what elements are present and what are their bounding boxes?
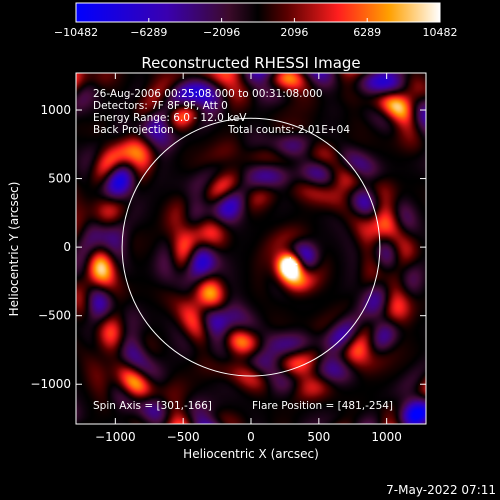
- y-axis-label: Heliocentric Y (arcsec): [7, 182, 21, 317]
- axis-ticks: −1000 −500 0 500 1000 −1000 −500 0 500 1000: [30, 73, 426, 444]
- colorbar-tick-label: 2096: [280, 26, 308, 39]
- annotation-total-counts: Total counts: 2.01E+04: [227, 124, 350, 136]
- y-tick-label: −1000: [30, 377, 71, 391]
- x-tick-label: −500: [167, 430, 200, 444]
- flare-marker: [283, 257, 298, 272]
- chart-title: Reconstructed RHESSI Image: [141, 54, 360, 72]
- y-tick-label: 500: [48, 172, 71, 186]
- x-axis-label: Heliocentric X (arcsec): [183, 447, 319, 461]
- y-tick-label: −500: [38, 309, 71, 323]
- footer-timestamp: 7-May-2022 07:11: [386, 483, 496, 497]
- flare-position-label: Flare Position = [481,-254]: [252, 400, 393, 412]
- colorbar-tick-label: 10482: [423, 26, 458, 39]
- colorbar-tick-label: −6289: [130, 26, 167, 39]
- colorbar-tick-label: 6289: [353, 26, 381, 39]
- spin-axis-label: Spin Axis = [301,-166]: [93, 400, 212, 412]
- heatmap-image: [76, 73, 426, 424]
- x-tick-label: 0: [247, 430, 255, 444]
- x-tick-label: −1000: [95, 430, 136, 444]
- annotation-method: Back Projection: [93, 124, 174, 136]
- x-tick-label: 500: [307, 430, 330, 444]
- colorbar-tick-label: −10482: [54, 26, 98, 39]
- colorbar: [75, 2, 441, 23]
- solar-limb-circle: [121, 117, 381, 377]
- annotation-energy-range: Energy Range: 6.0 - 12.0 keV: [93, 112, 247, 124]
- annotation-time-range: 26-Aug-2006 00:25:08.000 to 00:31:08.000: [93, 88, 323, 100]
- y-tick-label: 0: [63, 240, 71, 254]
- y-tick-label: 1000: [40, 103, 71, 117]
- colorbar-ticks: −10482 −6289 −2096 2096 6289 10482: [54, 18, 458, 39]
- annotation-detectors: Detectors: 7F 8F 9F, Att 0: [93, 100, 228, 112]
- plot-area: −1000 −500 0 500 1000 −1000 −500 0 500 1000 26-Au…: [30, 72, 427, 444]
- x-tick-label: 1000: [371, 430, 402, 444]
- colorbar-tick-label: −2096: [203, 26, 240, 39]
- annotation-block: 26-Aug-2006 00:25:08.000 to 00:31:08.000…: [93, 88, 350, 136]
